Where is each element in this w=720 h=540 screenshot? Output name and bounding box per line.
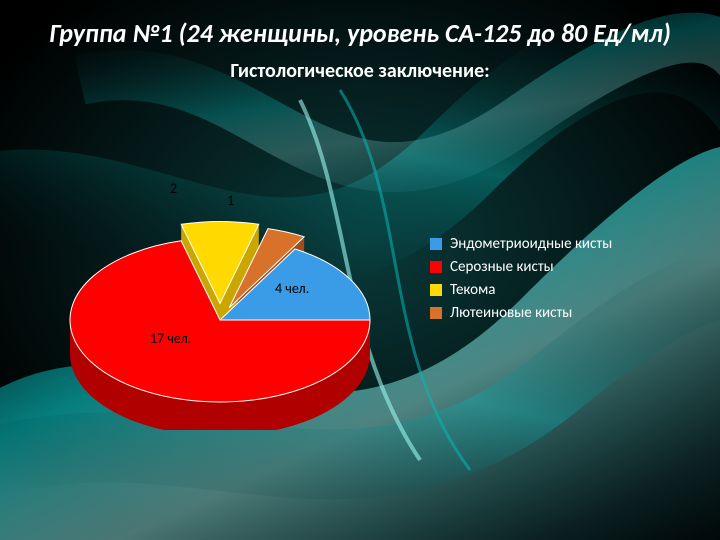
legend-item: Лютеиновые кисты	[430, 304, 612, 322]
legend-item: Серозные кисты	[430, 258, 612, 276]
legend-swatch	[430, 261, 442, 273]
slide-title: Группа №1 (24 женщины, уровень СА-125 до…	[0, 0, 720, 53]
legend-swatch	[430, 284, 442, 296]
legend: Эндометриоидные кисты Серозные кисты Теком…	[430, 230, 612, 327]
legend-item: Текома	[430, 281, 612, 299]
legend-label: Текома	[450, 281, 495, 299]
slice-label: 17 чел.	[150, 330, 191, 347]
legend-swatch	[430, 238, 442, 250]
legend-label: Серозные кисты	[450, 258, 554, 276]
slice-label: 2	[170, 180, 177, 197]
legend-item: Эндометриоидные кисты	[430, 235, 612, 253]
slice-label: 1	[227, 192, 234, 209]
pie-chart: 4 чел. 17 чел. 2 1	[40, 150, 400, 430]
legend-label: Лютеиновые кисты	[450, 304, 572, 322]
slide-subtitle: Гистологическое заключение:	[0, 59, 720, 83]
legend-swatch	[430, 307, 442, 319]
slice-label: 4 чел.	[275, 280, 309, 297]
legend-label: Эндометриоидные кисты	[450, 235, 612, 253]
